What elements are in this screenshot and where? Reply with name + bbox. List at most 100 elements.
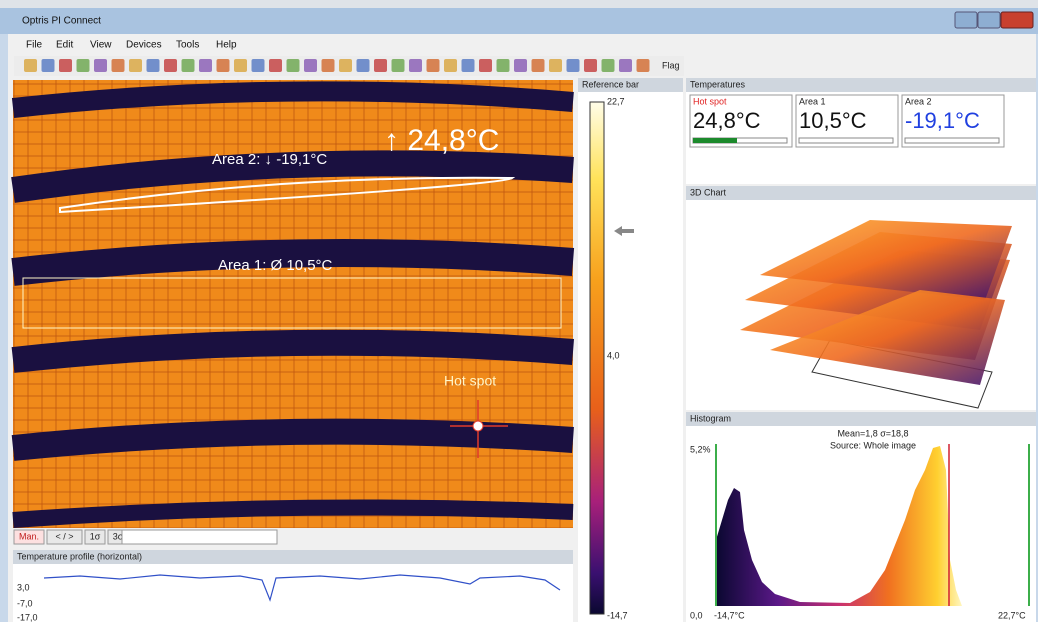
profile-line [43, 574, 561, 602]
close-button[interactable] [1000, 11, 1034, 29]
scale-button-label: Man. [19, 531, 39, 541]
menu-item[interactable]: Edit [56, 40, 73, 51]
temperature-boxes: Hot spot 24,8°C Area 1 10,5°C Area 2 -19,1°C [689, 94, 1005, 148]
scale-button-label: 3σ [113, 531, 124, 541]
menu-item[interactable]: Help [216, 40, 237, 51]
area1-label: Area 1: Ø 10,5°C [218, 257, 333, 274]
scale-button-label: 1σ [90, 531, 101, 541]
scale-label: 22,7 [607, 96, 625, 106]
panel-header [686, 186, 1036, 200]
tool-icon[interactable] [356, 59, 370, 72]
tool-icon[interactable] [531, 59, 545, 72]
tool-icon[interactable] [286, 59, 300, 72]
profile-plot [13, 564, 573, 622]
temperature-gauge [798, 137, 894, 144]
panel-title: Histogram [690, 413, 731, 423]
histogram-shape [716, 446, 962, 606]
panel-header [686, 78, 1036, 92]
tool-icon[interactable] [566, 59, 580, 72]
scale-button[interactable] [46, 529, 83, 545]
histogram-xmax: 22,7°C [998, 610, 1026, 620]
scale-button-label: < / > [55, 531, 73, 541]
histogram-ymax: 5,2% [690, 444, 711, 454]
panel-title: Reference bar [582, 79, 639, 89]
toolbar-icons [24, 59, 650, 72]
menu-item[interactable]: View [90, 40, 112, 51]
panel-title: Temperatures [690, 79, 746, 89]
tool-icon[interactable] [374, 59, 387, 72]
tool-icon[interactable] [461, 59, 475, 72]
scale-label: 4,0 [607, 350, 620, 360]
tool-icon[interactable] [496, 59, 510, 72]
color-scale [589, 101, 605, 615]
temperature-gauge-fill [693, 138, 737, 143]
menu-item[interactable]: File [26, 40, 43, 51]
chart3d-surface [740, 220, 1012, 409]
pointer-arrow [614, 226, 634, 236]
tool-icon[interactable] [426, 59, 440, 72]
temperature-name: Area 2 [905, 96, 932, 106]
tool-icon[interactable] [549, 59, 562, 72]
tool-icon[interactable] [269, 59, 282, 72]
profile-label: -7,0 [17, 598, 33, 608]
maximize-button[interactable] [977, 11, 1001, 29]
tool-icon[interactable] [619, 59, 632, 72]
tool-icon[interactable] [304, 59, 317, 72]
scale-label: -14,7 [607, 610, 628, 620]
histogram-ymin: 0,0 [690, 610, 703, 620]
tool-icon[interactable] [409, 59, 422, 72]
temperature-name: Area 1 [799, 96, 826, 106]
menu-item[interactable]: Devices [126, 40, 162, 51]
tool-icon[interactable] [216, 59, 230, 72]
menu-bar: File Edit View Devices Tools Help [26, 40, 237, 51]
title-bar [0, 8, 1038, 34]
tool-icon[interactable] [584, 59, 597, 72]
tool-icon[interactable] [636, 59, 650, 72]
tool-icon[interactable] [111, 59, 125, 72]
histogram-stats: Mean=1,8 σ=18,8 [837, 428, 908, 438]
tool-icon[interactable] [514, 59, 527, 72]
scale-button[interactable] [13, 529, 45, 545]
temperature-value: 10,5°C [799, 108, 867, 133]
tool-icon[interactable] [129, 59, 142, 72]
temperature-value: 24,8°C [693, 108, 761, 133]
thermal-image [11, 80, 575, 528]
panel-header [686, 412, 1036, 426]
area2-label: Area 2: ↓ -19,1°C [212, 151, 327, 168]
tool-icon[interactable] [444, 59, 457, 72]
hot-spot-label: Hot spot [444, 373, 496, 389]
window-title: Optris PI Connect [22, 16, 101, 27]
temperature-gauge [904, 137, 1000, 144]
histogram-source: Source: Whole image [830, 440, 916, 450]
tool-icon[interactable] [181, 59, 195, 72]
tool-icon[interactable] [59, 59, 72, 72]
tool-icon[interactable] [321, 59, 335, 72]
tool-icon[interactable] [234, 59, 247, 72]
tool-icon[interactable] [391, 59, 405, 72]
tool-icon[interactable] [146, 59, 160, 72]
profile-label: -17,0 [17, 612, 38, 622]
histogram-xmin: -14,7°C [714, 610, 745, 620]
menu-item[interactable]: Tools [176, 40, 199, 51]
tool-icon[interactable] [41, 59, 55, 72]
scrollbar[interactable] [121, 529, 278, 545]
tool-icon[interactable] [199, 59, 212, 72]
profile-label: 3,0 [17, 582, 30, 592]
tool-icon[interactable] [76, 59, 90, 72]
flag-button[interactable]: Flag [662, 60, 680, 70]
tool-icon[interactable] [339, 59, 352, 72]
panel-title: Temperature profile (horizontal) [17, 551, 142, 561]
tool-icon[interactable] [251, 59, 265, 72]
panel-title: 3D Chart [690, 187, 727, 197]
scale-button[interactable] [84, 529, 106, 545]
scale-buttons: Man. < / > 1σ 3σ [13, 529, 129, 545]
temperature-name: Hot spot [693, 96, 727, 106]
tool-icon[interactable] [479, 59, 492, 72]
tool-icon[interactable] [601, 59, 615, 72]
tool-icon[interactable] [164, 59, 177, 72]
minimize-button[interactable] [954, 11, 978, 29]
tool-icon[interactable] [94, 59, 107, 72]
tool-icon[interactable] [24, 59, 37, 72]
